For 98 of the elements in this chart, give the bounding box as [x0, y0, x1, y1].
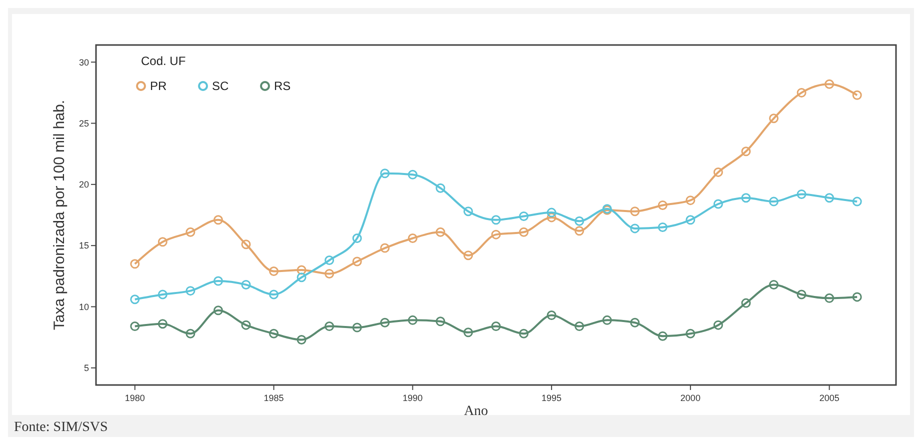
point — [186, 227, 196, 237]
point — [213, 306, 223, 316]
point — [769, 196, 779, 206]
source-note: Fonte: SIM/SVS — [14, 420, 108, 435]
point — [213, 276, 223, 286]
point — [713, 167, 723, 177]
y-axis-title: Taxa padronizada por 100 mil hab. — [51, 100, 68, 330]
y-tick-label: 10 — [78, 302, 89, 312]
point — [269, 266, 279, 276]
point — [574, 322, 584, 332]
point — [408, 315, 418, 325]
point — [130, 294, 140, 304]
point — [463, 250, 473, 260]
y-tick-label: 5 — [84, 363, 89, 374]
point — [380, 243, 390, 253]
point — [686, 196, 696, 206]
point — [352, 233, 362, 243]
point — [158, 290, 168, 300]
point — [408, 233, 418, 243]
point — [574, 226, 584, 236]
point — [824, 79, 834, 89]
point — [658, 222, 668, 232]
point — [130, 322, 140, 332]
point — [436, 227, 446, 237]
x-tick-label: 1985 — [264, 393, 284, 403]
point — [352, 322, 362, 332]
point — [241, 240, 251, 250]
x-tick-label: 2005 — [819, 393, 840, 403]
point — [630, 206, 640, 216]
point — [741, 146, 751, 156]
point — [741, 193, 751, 203]
point — [186, 286, 196, 296]
point — [796, 290, 806, 300]
point — [269, 328, 279, 338]
point — [380, 318, 390, 328]
y-tick-label: 30 — [78, 57, 89, 68]
point — [519, 211, 529, 221]
point — [269, 290, 279, 300]
point — [519, 227, 529, 237]
point — [463, 328, 473, 338]
point — [741, 298, 751, 308]
point — [630, 318, 640, 328]
y-tick-label: 20 — [78, 180, 89, 190]
point — [796, 189, 806, 199]
x-tick-label: 2000 — [680, 393, 700, 403]
point — [158, 237, 168, 247]
point — [324, 256, 334, 265]
point — [852, 90, 862, 100]
point — [546, 208, 556, 218]
point — [491, 322, 501, 332]
point — [324, 268, 334, 278]
point — [186, 328, 196, 338]
point — [574, 216, 584, 226]
point — [296, 335, 306, 344]
point — [824, 293, 834, 303]
point — [658, 200, 668, 210]
point — [436, 183, 446, 193]
point — [546, 212, 556, 222]
point — [408, 170, 418, 180]
point — [852, 196, 862, 206]
point — [436, 316, 446, 326]
point — [158, 319, 168, 329]
point — [602, 315, 612, 325]
point — [296, 272, 306, 282]
point — [713, 320, 723, 330]
point — [519, 328, 529, 338]
point — [130, 259, 140, 269]
point — [324, 322, 334, 332]
legend-label: SC — [212, 79, 230, 93]
point — [296, 265, 306, 275]
point — [241, 320, 251, 330]
point — [380, 168, 390, 178]
x-axis-title: Ano — [464, 404, 488, 419]
legend-label: RS — [274, 79, 291, 93]
point — [686, 215, 696, 225]
point — [769, 114, 779, 124]
point — [241, 280, 251, 290]
point — [796, 88, 806, 98]
legend-title: Cod. UF — [141, 54, 186, 68]
point — [769, 280, 779, 290]
point — [658, 331, 668, 341]
y-tick-label: 25 — [78, 118, 89, 128]
legend-label: PR — [150, 79, 168, 93]
point — [491, 215, 501, 225]
y-tick-label: 15 — [78, 240, 89, 251]
point — [824, 193, 834, 203]
point — [463, 206, 473, 216]
x-tick-label: 1980 — [124, 393, 145, 403]
point — [686, 328, 696, 338]
point — [491, 230, 501, 240]
point — [852, 292, 862, 302]
point — [213, 215, 223, 225]
point — [352, 256, 362, 266]
x-tick-label: 1990 — [402, 393, 423, 403]
point — [546, 310, 556, 320]
x-tick-label: 1995 — [542, 393, 562, 403]
point — [630, 224, 640, 234]
point — [713, 199, 723, 209]
